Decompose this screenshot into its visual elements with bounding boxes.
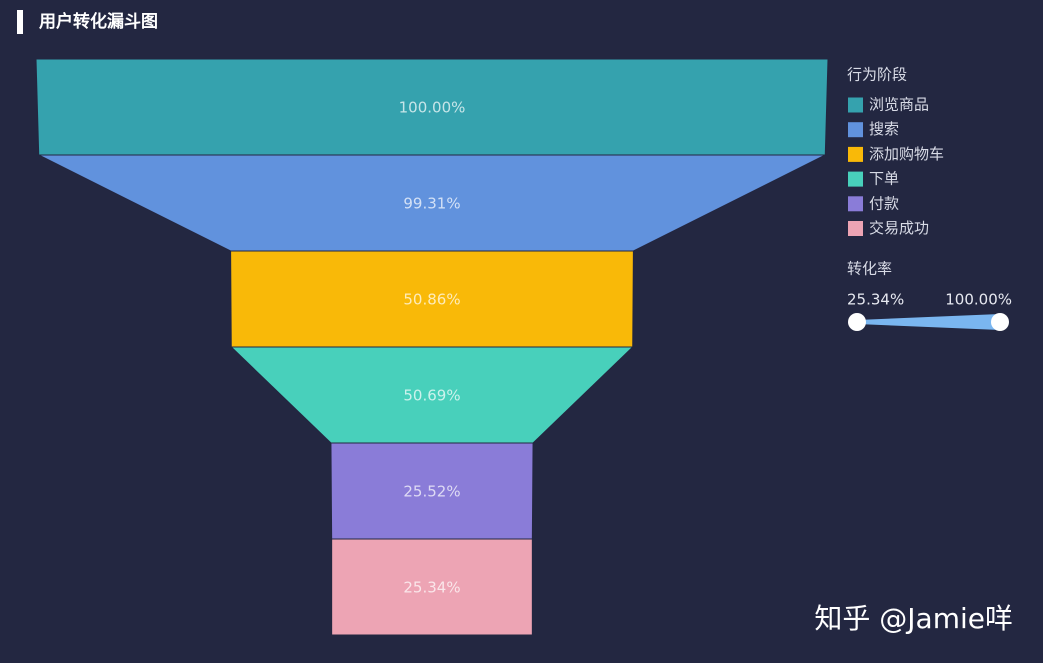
visual-map-bar	[857, 314, 1000, 330]
legend-label[interactable]: 搜索	[869, 120, 899, 138]
data-label: 99.31%	[403, 195, 460, 213]
legend-swatch[interactable]	[848, 171, 863, 187]
visual-map-title: 转化率	[847, 260, 892, 278]
chart-title: 用户转化漏斗图	[39, 11, 158, 32]
legend-label[interactable]: 交易成功	[869, 219, 929, 237]
legend-title: 行为阶段	[847, 66, 907, 84]
visual-map-handle[interactable]	[848, 313, 866, 331]
legend-swatch[interactable]	[848, 122, 863, 138]
funnel-segment	[331, 538, 533, 636]
data-label: 25.34%	[403, 579, 460, 597]
data-label: 100.00%	[399, 99, 466, 117]
visual-map-label: 25.34%	[847, 291, 904, 309]
data-label: 25.52%	[403, 483, 460, 501]
data-label: 50.86%	[403, 291, 460, 309]
legend-label[interactable]: 付款	[869, 194, 899, 212]
data-label: 50.69%	[403, 387, 460, 405]
visual-map-handle[interactable]	[991, 313, 1009, 331]
legend-label[interactable]: 添加购物车	[869, 145, 944, 163]
legend-label[interactable]: 下单	[869, 170, 899, 188]
legend-swatch[interactable]	[848, 221, 863, 236]
visual-map-label: 100.00%	[945, 291, 1012, 309]
legend-swatch[interactable]	[848, 97, 863, 113]
legend-label[interactable]: 浏览商品	[869, 96, 929, 114]
legend-swatch[interactable]	[848, 196, 863, 212]
title-bar	[17, 10, 23, 34]
watermark: 知乎 @Jamie咩	[814, 602, 1013, 635]
legend-swatch[interactable]	[848, 146, 863, 162]
